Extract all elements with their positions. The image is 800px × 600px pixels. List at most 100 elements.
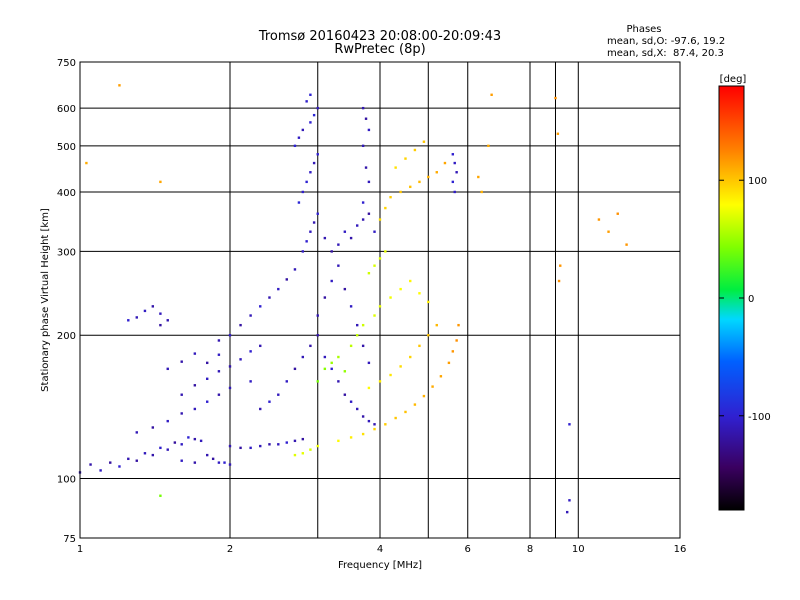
- data-point: [349, 236, 353, 240]
- data-point: [565, 510, 569, 514]
- stats-heading: Phases: [626, 24, 661, 35]
- data-point: [277, 287, 280, 291]
- colorbar-ticks: 100 0 -100: [719, 176, 771, 423]
- data-point: [228, 463, 232, 466]
- data-point: [301, 452, 305, 455]
- data-point: [343, 393, 347, 396]
- data-point: [309, 121, 312, 124]
- data-point: [301, 437, 305, 441]
- data-point: [447, 361, 451, 365]
- data-point: [297, 136, 301, 139]
- data-point: [378, 380, 382, 383]
- data-point: [205, 400, 209, 403]
- data-point: [409, 355, 412, 359]
- data-point: [373, 264, 376, 267]
- data-point: [355, 334, 359, 337]
- data-point: [361, 432, 365, 436]
- data-point: [361, 415, 365, 418]
- data-point: [293, 439, 297, 443]
- data-point: [135, 431, 138, 434]
- data-point: [367, 419, 371, 423]
- data-point: [305, 180, 308, 184]
- y-tick-label: 600: [57, 104, 76, 115]
- chart-subtitle: RwPretec (8p): [334, 42, 425, 57]
- data-point: [316, 153, 319, 156]
- data-point: [285, 380, 288, 383]
- data-point: [151, 305, 155, 308]
- y-tick-label: 500: [57, 142, 76, 153]
- data-point: [373, 314, 376, 317]
- data-point: [118, 84, 121, 87]
- data-point: [180, 459, 183, 462]
- x-tick-label: 1: [77, 544, 83, 555]
- data-point: [378, 257, 382, 260]
- data-point: [568, 499, 571, 502]
- data-point: [361, 344, 365, 348]
- x-tick-label: 4: [377, 544, 383, 555]
- data-point: [559, 264, 562, 267]
- data-point: [323, 236, 327, 240]
- data-point: [159, 312, 162, 315]
- data-point: [143, 309, 147, 313]
- data-point: [89, 463, 92, 466]
- data-point: [309, 93, 312, 96]
- data-point: [349, 305, 353, 308]
- y-tick-labels: 75 100 200 300 400 500 600 750: [57, 58, 76, 545]
- data-point: [205, 361, 209, 365]
- data-point: [607, 230, 610, 233]
- y-tick-label: 300: [57, 247, 76, 258]
- x-tick-label: 2: [227, 544, 233, 555]
- data-point: [418, 180, 421, 184]
- data-point: [427, 334, 430, 337]
- data-point: [301, 355, 305, 359]
- data-point: [367, 272, 371, 275]
- data-point: [355, 407, 359, 411]
- data-point: [367, 361, 371, 365]
- data-point: [193, 437, 197, 441]
- y-tick-label: 75: [63, 534, 76, 545]
- data-point: [431, 385, 434, 388]
- data-point: [477, 175, 480, 179]
- data-point: [99, 469, 102, 472]
- data-point: [330, 361, 333, 365]
- data-point: [159, 494, 162, 497]
- data-point: [217, 353, 221, 356]
- data-point: [166, 367, 169, 371]
- data-point: [413, 403, 417, 406]
- data-point: [418, 292, 421, 295]
- data-point: [378, 218, 382, 221]
- data-point: [435, 323, 438, 327]
- data-point: [228, 444, 232, 448]
- data-point: [293, 453, 297, 457]
- data-points: [78, 84, 628, 514]
- data-point: [557, 279, 561, 283]
- data-point: [309, 171, 312, 174]
- data-point: [249, 350, 252, 353]
- data-point: [180, 443, 183, 446]
- plot-frame: [79, 61, 681, 539]
- data-point: [389, 373, 392, 377]
- data-point: [293, 268, 297, 271]
- data-point: [316, 314, 319, 317]
- data-point: [409, 185, 412, 189]
- data-point: [361, 218, 365, 221]
- y-tick-label: 750: [57, 58, 76, 69]
- data-point: [490, 93, 493, 96]
- data-point: [309, 448, 312, 451]
- y-tick-label: 400: [57, 188, 76, 199]
- data-point: [422, 140, 426, 143]
- data-point: [259, 407, 262, 411]
- data-point: [309, 344, 312, 348]
- data-point: [378, 305, 382, 308]
- data-point: [259, 444, 262, 448]
- data-point: [367, 128, 371, 132]
- data-point: [394, 416, 397, 420]
- data-point: [180, 412, 183, 415]
- data-point: [312, 161, 316, 165]
- data-point: [418, 344, 421, 348]
- y-tick-label: 200: [57, 331, 76, 342]
- data-point: [239, 446, 242, 450]
- data-point: [361, 106, 365, 110]
- data-point: [367, 212, 371, 215]
